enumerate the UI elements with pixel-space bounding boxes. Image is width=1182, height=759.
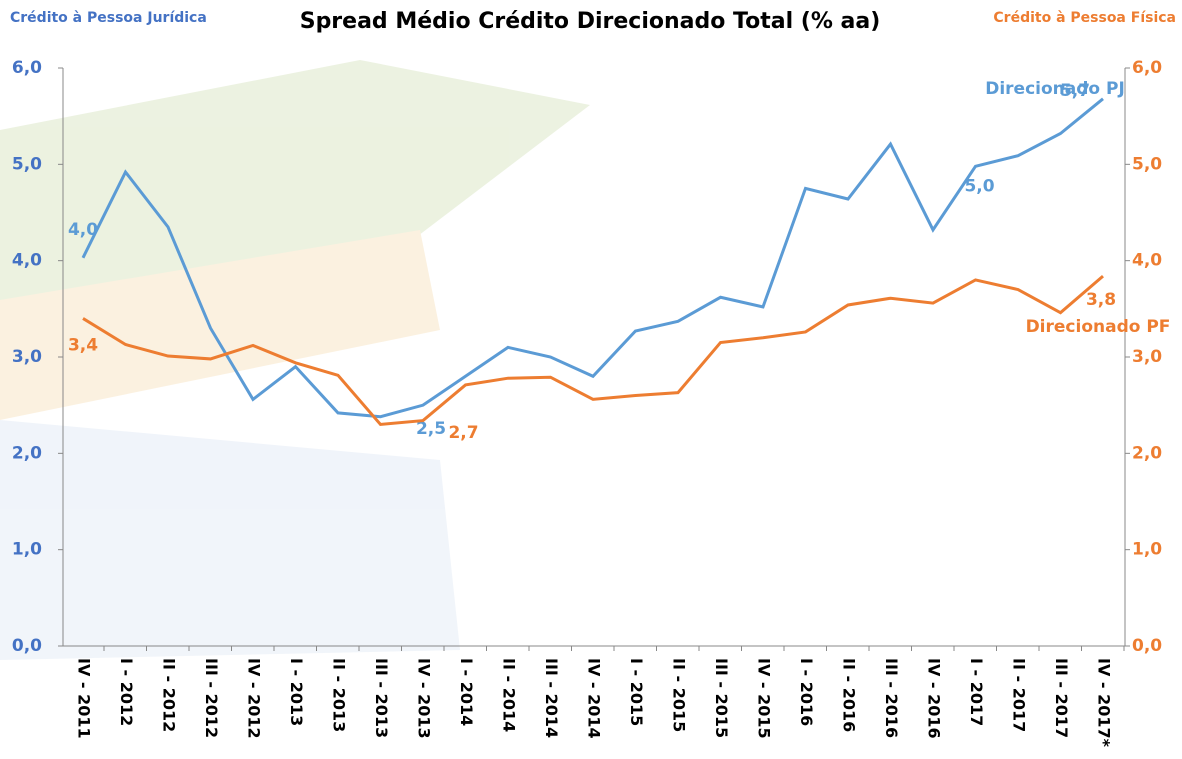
x-tick-label: I - 2012 <box>117 658 136 726</box>
y-tick-label: 1,0 <box>12 540 42 560</box>
data-label: 2,5 <box>416 419 446 439</box>
x-tick-label: IV - 2013 <box>415 658 434 739</box>
x-tick-label: IV - 2012 <box>245 658 264 739</box>
y2-tick-label: 0,0 <box>1132 636 1162 656</box>
y-tick-label: 4,0 <box>12 251 42 271</box>
data-label: 5,0 <box>964 176 994 196</box>
x-tick-label: I - 2013 <box>287 658 306 726</box>
x-tick-label: IV - 2014 <box>585 658 604 739</box>
series-line <box>82 274 1104 426</box>
x-tick-label: III - 2015 <box>712 658 731 738</box>
y2-tick-label: 4,0 <box>1132 251 1162 271</box>
y-axis-title: Crédito à Pessoa Jurídica <box>10 10 207 26</box>
x-tick-label: IV - 2011 <box>75 658 94 739</box>
x-tick-label: III - 2012 <box>202 658 221 738</box>
y2-tick-label: 6,0 <box>1132 58 1162 78</box>
series-line <box>81 97 1104 419</box>
x-tick-label: I - 2017 <box>967 658 986 726</box>
y-tick-label: 0,0 <box>12 636 42 656</box>
data-label: 3,8 <box>1086 290 1116 310</box>
x-tick-label: II - 2016 <box>840 658 859 732</box>
x-tick-label: III - 2014 <box>542 658 561 738</box>
y2-tick-label: 2,0 <box>1132 443 1162 463</box>
x-tick-label: IV - 2016 <box>925 658 944 739</box>
x-tick-label: II - 2014 <box>500 658 519 732</box>
x-tick-label: II - 2017 <box>1010 658 1029 732</box>
y2-tick-label: 5,0 <box>1132 154 1162 174</box>
y-tick-label: 3,0 <box>12 347 42 367</box>
x-tick-label: III - 2013 <box>372 658 391 738</box>
y-tick-label: 5,0 <box>12 154 42 174</box>
x-tick-label: III - 2017 <box>1052 658 1071 738</box>
background-arrows <box>0 60 590 660</box>
legend-entry: Direcionado PF <box>1026 317 1171 337</box>
y2-axis-title: Crédito à Pessoa Física <box>993 10 1176 26</box>
y-tick-label: 2,0 <box>12 443 42 463</box>
legend-entry: Direcionado PJ <box>985 79 1125 99</box>
data-label: 3,4 <box>68 335 98 355</box>
x-tick-label: I - 2016 <box>797 658 816 726</box>
y2-tick-label: 1,0 <box>1132 540 1162 560</box>
chart-title: Spread Médio Crédito Direcionado Total (… <box>300 9 881 34</box>
data-label: 4,0 <box>68 220 98 240</box>
x-tick-label: IV - 2017* <box>1095 658 1114 748</box>
x-tick-label: I - 2014 <box>457 658 476 726</box>
x-tick-label: II - 2013 <box>330 658 349 732</box>
x-tick-label: II - 2012 <box>160 658 179 732</box>
x-tick-label: III - 2016 <box>882 658 901 738</box>
x-tick-label: II - 2015 <box>670 658 689 732</box>
x-tick-label: I - 2015 <box>627 658 646 726</box>
y-tick-label: 6,0 <box>12 58 42 78</box>
data-label: 5,7 <box>1060 81 1090 101</box>
data-label: 2,7 <box>448 423 478 443</box>
x-tick-label: IV - 2015 <box>755 658 774 739</box>
y2-tick-label: 3,0 <box>1132 347 1162 367</box>
